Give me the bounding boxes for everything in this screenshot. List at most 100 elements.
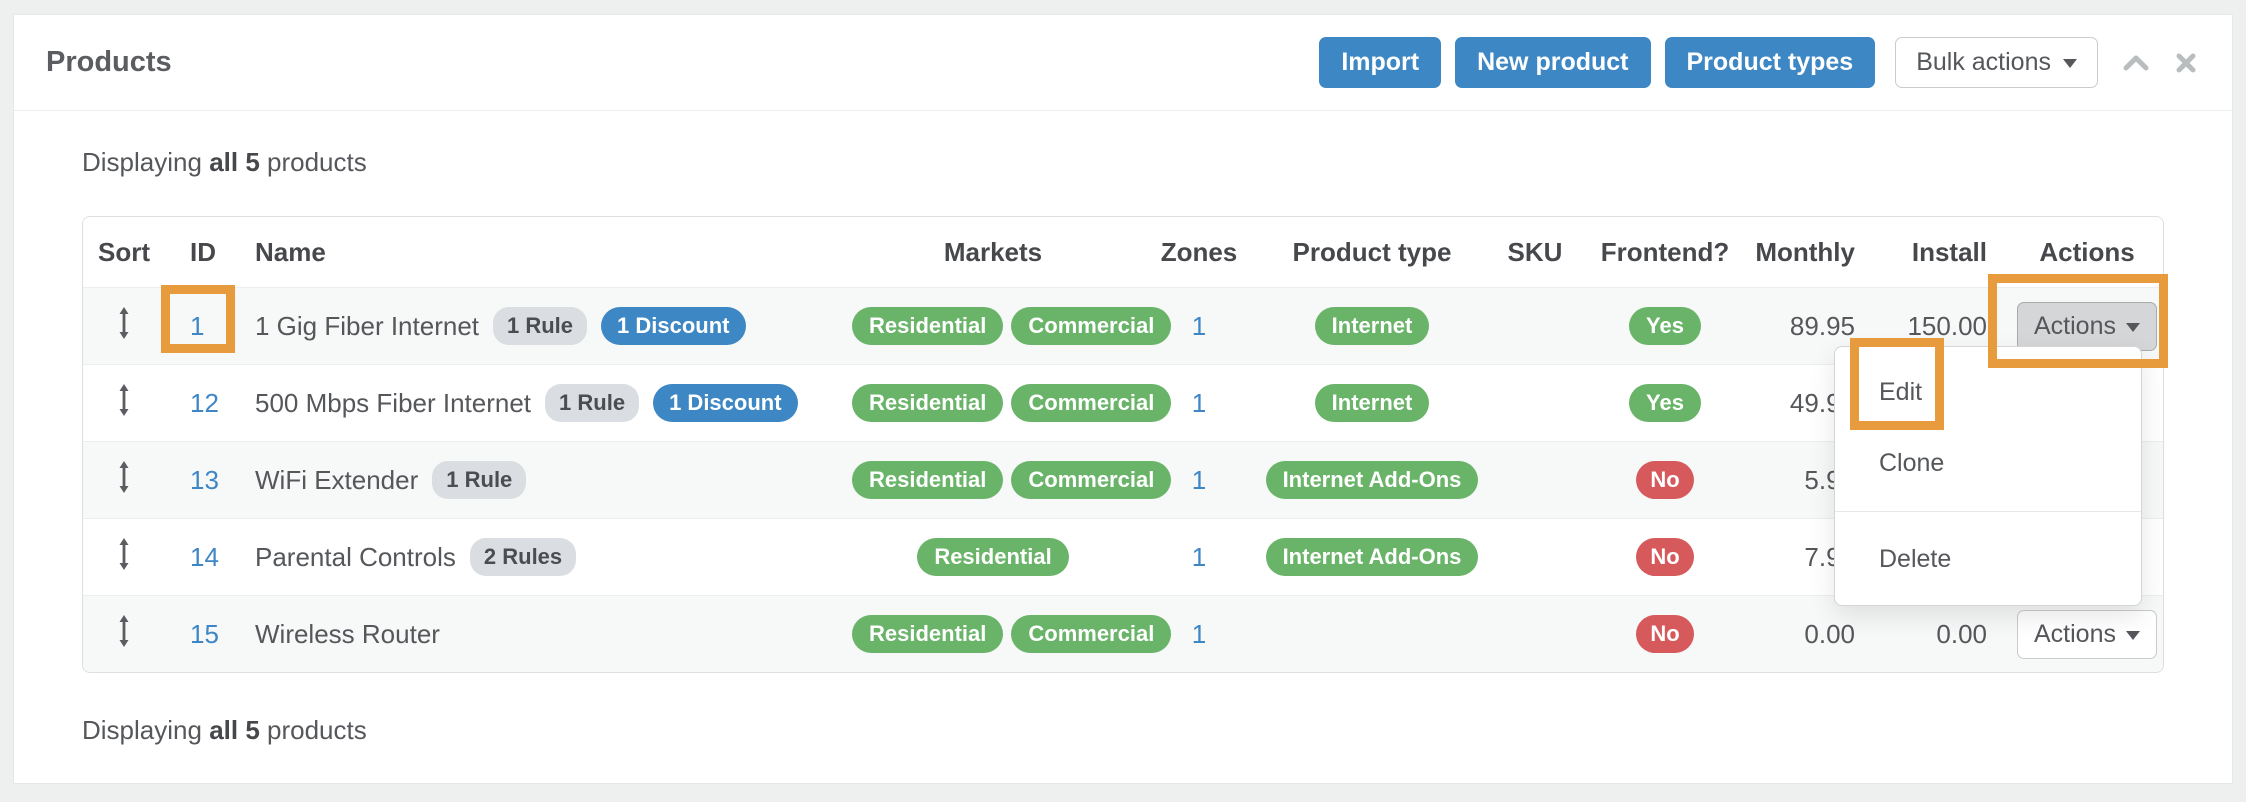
market-pill: Commercial — [1011, 614, 1172, 654]
table-row: 13 WiFi Extender 1 Rule Residential Commerci… — [83, 441, 2163, 518]
column-header-product-type: Product type — [1259, 217, 1485, 287]
rule-count-badge[interactable]: 1 Rule — [545, 383, 640, 423]
install-price: 0.00 — [1936, 618, 1987, 649]
collapse-panel-button[interactable] — [2122, 53, 2150, 73]
rule-count-badge[interactable]: 1 Rule — [493, 306, 588, 346]
product-name: Parental Controls — [255, 541, 456, 572]
products-table-wrap: Sort ID Name Markets Zones Product type … — [82, 216, 2164, 673]
market-pill: Residential — [852, 460, 1004, 500]
actions-button-label: Actions — [2034, 619, 2116, 648]
frontend-status-pill: Yes — [1629, 383, 1701, 423]
caret-down-icon — [2063, 59, 2077, 68]
discount-count-badge[interactable]: 1 Discount — [601, 306, 746, 346]
column-header-install: Install — [1875, 217, 2007, 287]
rule-count-badge[interactable]: 2 Rules — [469, 537, 577, 577]
displaying-suffix: products — [267, 147, 367, 177]
displaying-count: all 5 — [209, 715, 260, 745]
displaying-count-bottom: Displaying all 5 products — [82, 715, 2164, 746]
row-actions-button[interactable]: Actions — [2017, 301, 2157, 351]
zones-link[interactable]: 1 — [1191, 541, 1207, 572]
close-panel-button[interactable] — [2174, 51, 2198, 75]
product-type-pill: Internet — [1314, 306, 1430, 346]
product-id-link[interactable]: 1 — [190, 310, 205, 341]
column-header-monthly: Monthly — [1745, 217, 1875, 287]
product-type-pill: Internet — [1314, 383, 1430, 423]
product-id-link[interactable]: 14 — [190, 541, 219, 572]
market-pill: Commercial — [1011, 306, 1172, 346]
market-pill: Residential — [852, 614, 1004, 654]
actions-dropdown-menu: Edit Clone Delete — [1834, 346, 2142, 606]
page-title: Products — [46, 46, 172, 78]
displaying-count: all 5 — [209, 147, 260, 177]
dropdown-item-clone[interactable]: Clone — [1879, 449, 1945, 477]
monthly-price: 89.95 — [1789, 310, 1855, 341]
displaying-count-top: Displaying all 5 products — [82, 147, 2164, 178]
column-header-frontend: Frontend? — [1585, 217, 1745, 287]
displaying-prefix: Displaying — [82, 147, 202, 177]
table-row: 14 Parental Controls 2 Rules Residential 1 In… — [83, 518, 2163, 595]
product-id-link[interactable]: 15 — [190, 618, 219, 649]
market-pill: Residential — [917, 537, 1069, 577]
market-pill: Residential — [852, 306, 1004, 346]
product-types-button[interactable]: Product types — [1664, 37, 1876, 88]
market-pill: Commercial — [1011, 383, 1172, 423]
table-row: 1 1 Gig Fiber Internet 1 Rule 1 Discount Res… — [83, 287, 2163, 364]
product-name: 500 Mbps Fiber Internet — [255, 387, 532, 418]
dropdown-item-delete[interactable]: Delete — [1879, 545, 1952, 573]
caret-down-icon — [2125, 322, 2140, 332]
product-name: 1 Gig Fiber Internet — [255, 310, 479, 341]
column-header-actions: Actions — [2007, 217, 2163, 287]
zones-link[interactable]: 1 — [1191, 387, 1207, 418]
products-table: Sort ID Name Markets Zones Product type … — [83, 217, 2163, 672]
chevron-up-icon — [2123, 55, 2149, 70]
product-type-pill: Internet Add-Ons — [1265, 537, 1479, 577]
frontend-status-pill: No — [1636, 614, 1694, 654]
row-actions-button[interactable]: Actions — [2017, 609, 2157, 659]
zones-link[interactable]: 1 — [1191, 618, 1207, 649]
displaying-prefix: Displaying — [82, 715, 202, 745]
column-header-sort: Sort — [83, 217, 165, 287]
product-name: Wireless Router — [255, 618, 440, 649]
monthly-price: 0.00 — [1804, 618, 1855, 649]
column-header-zones: Zones — [1139, 217, 1259, 287]
discount-count-badge[interactable]: 1 Discount — [653, 383, 798, 423]
bulk-actions-button[interactable]: Bulk actions — [1895, 37, 2098, 88]
column-header-sku: SKU — [1485, 217, 1585, 287]
column-header-markets: Markets — [847, 217, 1139, 287]
product-name: WiFi Extender — [255, 464, 419, 495]
dropdown-item-edit[interactable]: Edit — [1879, 378, 1923, 406]
table-row: 12 500 Mbps Fiber Internet 1 Rule 1 Discoun… — [83, 364, 2163, 441]
table-row: 15 Wireless Router Residential Commercial 1 N… — [83, 595, 2163, 672]
column-header-id: ID — [165, 217, 247, 287]
market-pill: Residential — [852, 383, 1004, 423]
panel-header: Products Import New product Product type… — [14, 15, 2232, 111]
bulk-actions-label: Bulk actions — [1916, 48, 2051, 76]
sort-handle-icon[interactable] — [116, 613, 132, 649]
zones-link[interactable]: 1 — [1191, 310, 1207, 341]
header-toolbar: Import New product Product types Bulk ac… — [1319, 37, 2198, 88]
install-price: 150.00 — [1907, 310, 1987, 341]
sort-handle-icon[interactable] — [116, 305, 132, 341]
dropdown-divider — [1835, 511, 2141, 512]
products-table-body: 1 1 Gig Fiber Internet 1 Rule 1 Discount Res… — [83, 287, 2163, 672]
column-header-name: Name — [247, 217, 847, 287]
close-icon — [2176, 53, 2196, 72]
import-button[interactable]: Import — [1319, 37, 1442, 88]
new-product-button[interactable]: New product — [1455, 37, 1651, 88]
sort-handle-icon[interactable] — [116, 459, 132, 495]
panel-body: Displaying all 5 products Sort ID Name M… — [14, 111, 2232, 746]
product-id-link[interactable]: 12 — [190, 387, 219, 418]
market-pill: Commercial — [1011, 460, 1172, 500]
sort-handle-icon[interactable] — [116, 382, 132, 418]
sort-handle-icon[interactable] — [116, 536, 132, 572]
zones-link[interactable]: 1 — [1191, 464, 1207, 495]
table-header: Sort ID Name Markets Zones Product type … — [83, 217, 2163, 287]
caret-down-icon — [2125, 630, 2140, 640]
actions-button-label: Actions — [2034, 311, 2116, 340]
product-id-link[interactable]: 13 — [190, 464, 219, 495]
frontend-status-pill: No — [1636, 460, 1694, 500]
displaying-suffix: products — [267, 715, 367, 745]
frontend-status-pill: Yes — [1629, 306, 1701, 346]
frontend-status-pill: No — [1636, 537, 1694, 577]
rule-count-badge[interactable]: 1 Rule — [432, 460, 527, 500]
